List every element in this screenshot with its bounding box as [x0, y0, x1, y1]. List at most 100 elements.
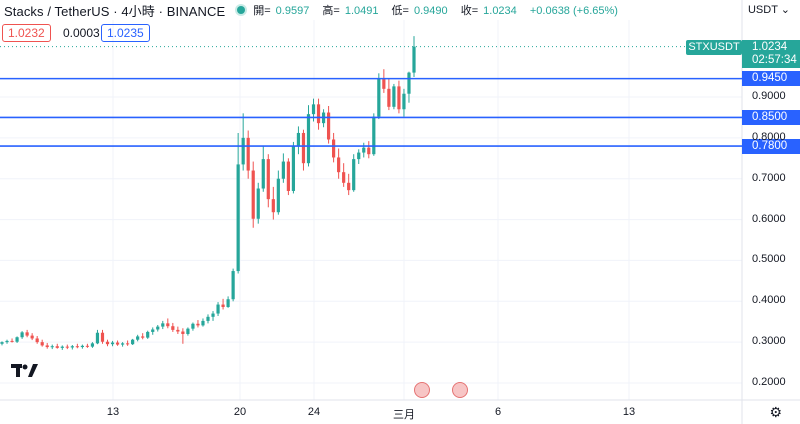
candle-body — [397, 86, 401, 110]
price-axis-label: 0.4000 — [752, 294, 786, 307]
candle-body — [266, 159, 270, 200]
candle-body — [181, 331, 185, 334]
candle-body — [131, 339, 135, 345]
price-line-label-3[interactable]: 0.7800 — [742, 138, 800, 154]
candle-body — [261, 159, 265, 189]
candle-body — [231, 271, 235, 300]
candle-body — [25, 332, 29, 336]
candle-body — [126, 343, 130, 345]
candle-body — [105, 341, 110, 345]
candle-body — [286, 161, 290, 191]
candle-body — [407, 72, 411, 94]
candle-body — [75, 346, 79, 348]
candle-body — [251, 170, 255, 219]
candle-body — [352, 159, 356, 191]
gear-icon[interactable]: ⚙ — [769, 404, 782, 420]
candle-body — [382, 78, 386, 89]
candle-body — [110, 342, 115, 345]
candle-body — [246, 137, 250, 171]
candle-body — [196, 323, 200, 326]
candle-body — [115, 342, 120, 345]
candle-body — [60, 346, 64, 348]
candle-body — [337, 157, 341, 173]
spread-value: 0.0003 — [63, 26, 100, 40]
candle-body — [392, 86, 396, 107]
candle-body — [296, 132, 301, 147]
candle-body — [146, 331, 150, 338]
low-value: 0.9490 — [413, 5, 448, 17]
price-line-label-2[interactable]: 0.8500 — [742, 109, 800, 125]
candle-body — [136, 336, 140, 340]
candle-body — [191, 323, 195, 329]
candle-body — [95, 332, 100, 344]
time-axis-label: 20 — [233, 406, 247, 418]
candle-body — [55, 346, 59, 348]
candle-body — [342, 172, 346, 183]
us-flag-icon[interactable] — [414, 382, 430, 398]
candle-body — [402, 93, 406, 110]
candle-body — [241, 137, 245, 165]
us-flag-icon[interactable] — [452, 382, 468, 398]
time-axis-label: 三月 — [393, 409, 415, 421]
candle-body — [221, 304, 225, 308]
time-axis-label: 24 — [307, 406, 321, 418]
candle-body — [35, 338, 39, 343]
candle-body — [201, 320, 205, 326]
chart-header: Stacks / TetherUS · 4小時 · BINANCE 開= 0.95… — [0, 2, 623, 19]
candle-body — [151, 329, 155, 332]
candle-body — [80, 345, 84, 348]
market-open-icon — [237, 6, 246, 14]
price-axis-label: 0.7000 — [752, 171, 786, 184]
tradingview-logo[interactable] — [10, 360, 40, 385]
bar-countdown: 02:57:34 — [752, 53, 797, 66]
candle-body — [5, 340, 9, 343]
candle-body — [161, 323, 165, 327]
candle-body — [70, 346, 74, 348]
high-value: 1.0491 — [344, 5, 379, 17]
sell-price-button[interactable]: 1.0232 — [2, 24, 51, 42]
price-axis-label: 0.3000 — [752, 335, 786, 348]
currency-select[interactable]: USDT ⌄ — [748, 3, 790, 16]
candle-body — [367, 147, 371, 155]
candle-body — [186, 328, 190, 334]
candle-body — [291, 146, 296, 191]
candle-body — [45, 345, 49, 348]
high-label: 高= — [322, 5, 340, 17]
candle-body — [171, 326, 175, 330]
change-value: +0.0638 (+6.65%) — [529, 5, 618, 17]
symbol-title[interactable]: Stacks / TetherUS · 4小時 · BINANCE — [4, 3, 226, 19]
time-axis-label: 13 — [106, 406, 120, 418]
candle-body — [141, 336, 145, 338]
candle-body — [10, 340, 14, 342]
candle-body — [357, 152, 361, 160]
candle-body — [387, 88, 391, 107]
candle-body — [20, 332, 24, 338]
time-axis-label: 13 — [622, 406, 636, 418]
candle-body — [30, 335, 34, 339]
candle-body — [306, 114, 311, 164]
candle-body — [271, 199, 275, 213]
candle-body — [377, 78, 381, 117]
time-axis-label: 6 — [494, 406, 502, 418]
candle-body — [90, 343, 95, 347]
candle-body — [256, 188, 260, 219]
buy-price-button[interactable]: 1.0235 — [101, 24, 150, 42]
candle-body — [176, 329, 180, 332]
price-axis-label: 0.8000 — [752, 130, 786, 143]
chevron-down-icon: ⌄ — [780, 4, 790, 16]
candle-body — [412, 46, 416, 73]
price-line-label-1[interactable]: 0.9450 — [742, 71, 800, 87]
candle-body — [362, 147, 366, 153]
candle-body — [0, 342, 4, 344]
currency-label: USDT — [747, 4, 778, 16]
close-label: 收= — [460, 5, 479, 17]
symbol-price-tag: STXUSDT — [686, 39, 742, 55]
candle-body — [15, 337, 19, 342]
candle-body — [372, 116, 376, 155]
candle-body — [211, 313, 215, 317]
candle-body — [347, 182, 351, 191]
price-axis-label: 0.6000 — [752, 212, 786, 225]
price-axis-label: 0.5000 — [752, 253, 786, 266]
candle-body — [50, 346, 54, 348]
